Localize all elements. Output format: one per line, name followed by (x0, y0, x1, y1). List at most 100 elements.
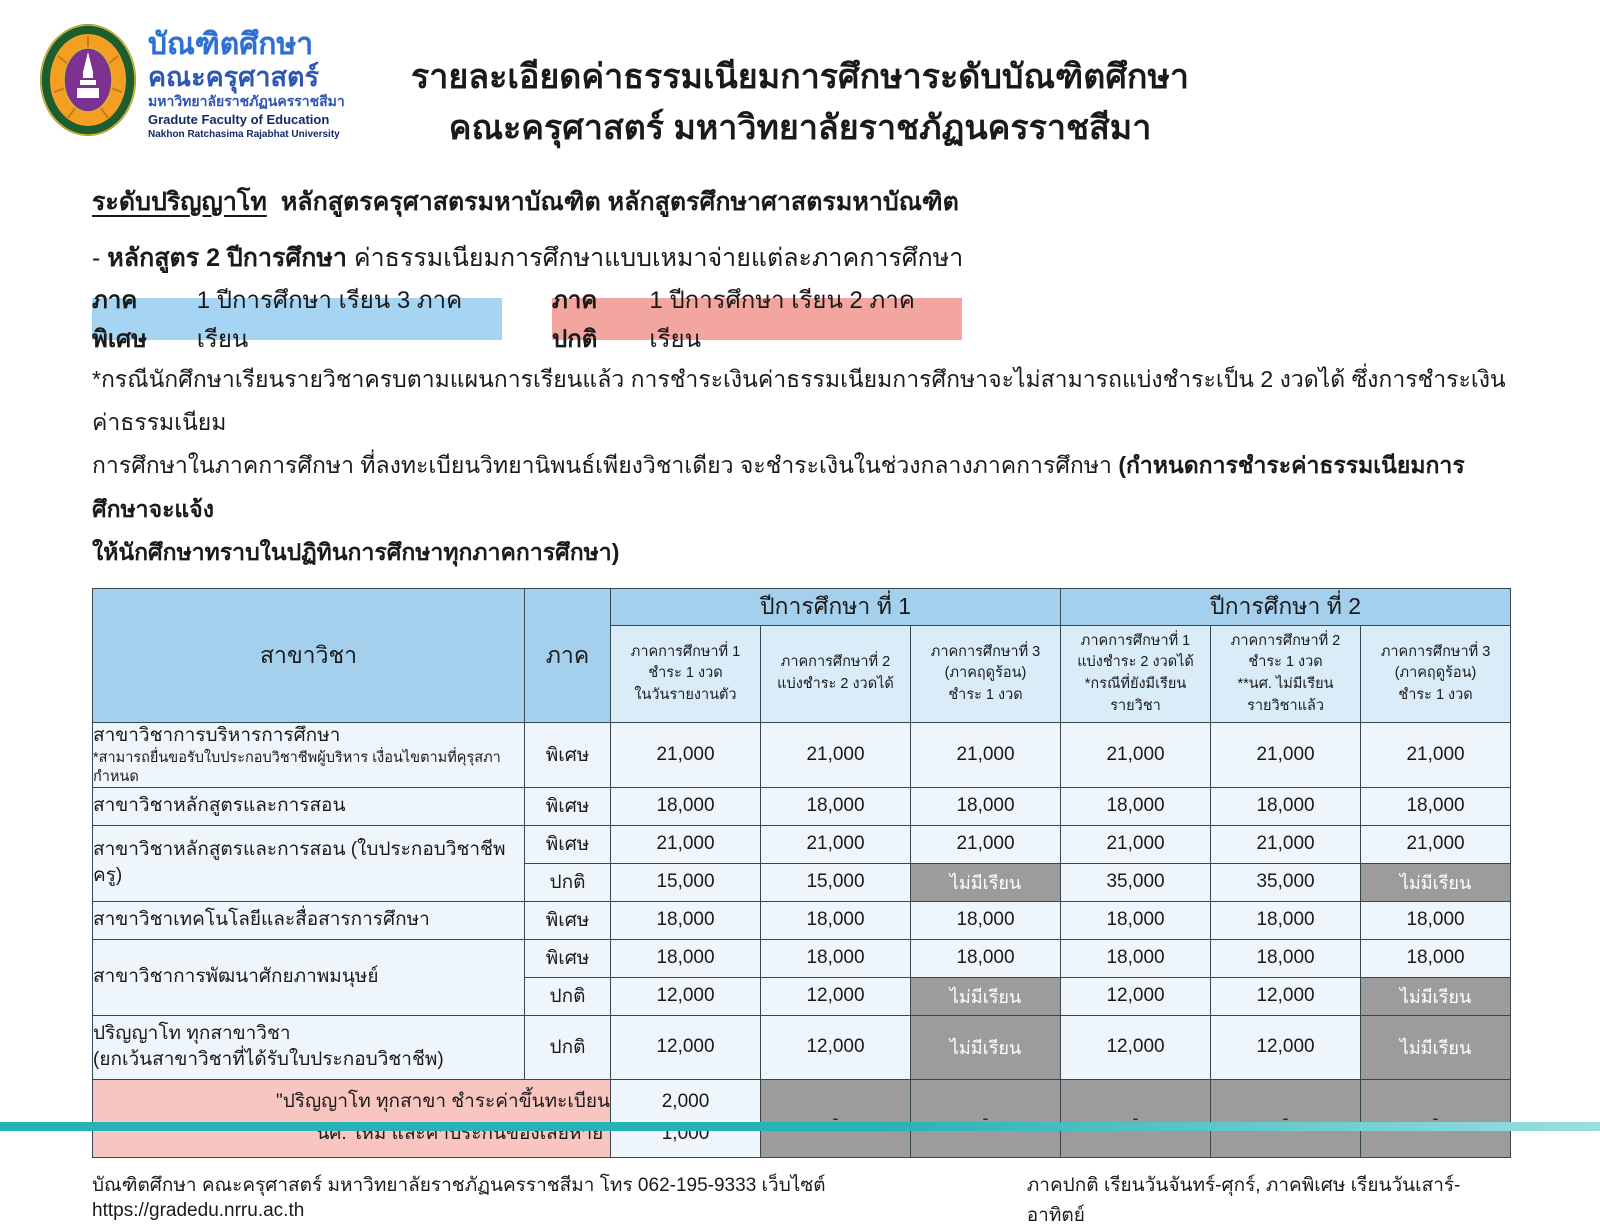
fee-cell: 12,000 (760, 976, 911, 1016)
major-name: ปริญญาโท ทุกสาขาวิชา (93, 1023, 291, 1045)
major-name: สาขาวิชาเทคโนโลยีและสื่อสารการศึกษา (93, 909, 430, 931)
fee-cell: 35,000 (1210, 862, 1362, 902)
fee-cell: 21,000 (760, 722, 911, 788)
fee-cell: 12,000 (1210, 1014, 1362, 1080)
course-description: ค่าธรรมเนียมการศึกษาแบบเหมาจ่ายแต่ละภาคก… (346, 244, 964, 272)
table-header-row-2: ภาคการศึกษาที่ 1 ชำระ 1 งวด ในวันรายงานตัว… (93, 625, 1512, 724)
fee-cell: 15,000 (610, 862, 761, 902)
fee-cell: 12,000 (1210, 976, 1362, 1016)
major-cell: สาขาวิชาการบริหารการศึกษา *สามารถยื่นขอร… (92, 722, 525, 788)
fee-cell: 18,000 (610, 786, 761, 826)
registration-fee-line1: 2,000 (661, 1090, 710, 1112)
table-row-human-potential-regular: ปกติ 12,000 12,000 ไม่มีเรียน 12,000 12,… (93, 976, 1512, 1016)
logo-university-en: Nakhon Ratchasima Rajabhat University (148, 129, 340, 141)
tuition-fee-table: สาขาวิชา ภาค ปีการศึกษา ที่ 1 ปีการศึกษา… (92, 588, 1512, 1158)
logo-university-th: มหาวิทยาลัยราชภัฏนครราชสีมา (148, 92, 345, 109)
regular-term-detail: 1 ปีการศึกษา เรียน 2 ภาคเรียน (649, 287, 915, 353)
col-header-major: สาขาวิชา (92, 588, 525, 724)
no-class-cell: ไม่มีเรียน (909, 862, 1062, 902)
major-cell: สาขาวิชาหลักสูตรและการสอน (ใบประกอบวิชาช… (92, 824, 525, 902)
dash-cell: - (1060, 1078, 1212, 1158)
table-row-masters-all: ปริญญาโท ทุกสาขาวิชา (ยกเว้นสาขาวิชาที่ไ… (92, 1014, 1512, 1080)
bottom-accent-bar (0, 1122, 1600, 1131)
col-subheader-y2-term1: ภาคการศึกษาที่ 1 แบ่งชำระ 2 งวดได้ *กรณีที… (1060, 625, 1212, 724)
term-cell: พิเศษ (524, 824, 611, 864)
fee-cell: 18,000 (909, 786, 1062, 826)
fee-cell: 18,000 (1210, 786, 1362, 826)
fee-cell: 18,000 (610, 938, 761, 978)
fee-cell: 18,000 (909, 938, 1062, 978)
page-content: ระดับปริญญาโท หลักสูตรครุศาสตรมหาบัณฑิต ห… (0, 182, 1600, 1230)
fee-cell: 12,000 (1060, 976, 1212, 1016)
logo-graduate-studies: บัณฑิตศึกษา (148, 28, 314, 61)
term-cell: พิเศษ (524, 938, 611, 978)
term-cell: พิเศษ (524, 722, 611, 788)
fee-cell: 18,000 (1360, 786, 1512, 826)
degree-programs-label: หลักสูตรครุศาสตรมหาบัณฑิต หลักสูตรศึกษาศ… (280, 188, 959, 216)
no-class-cell: ไม่มีเรียน (1360, 862, 1512, 902)
special-term-label: ภาคพิเศษ (92, 287, 148, 353)
fee-cell: 18,000 (1210, 900, 1362, 940)
special-term-badge: ภาคพิเศษ 1 ปีการศึกษา เรียน 3 ภาคเรียน (92, 287, 502, 353)
table-row-human-potential-special: สาขาวิชาการพัฒนาศักยภาพมนุษย์ พิเศษ 18,0… (92, 938, 1512, 1016)
page-header: บัณฑิตศึกษา คณะครุศาสตร์ มหาวิทยาลัยราชภ… (0, 0, 1600, 168)
col-subheader-y2-term2: ภาคการศึกษาที่ 2 ชำระ 1 งวด **นศ. ไม่มีเรี… (1210, 625, 1362, 724)
degree-level-line: ระดับปริญญาโท หลักสูตรครุศาสตรมหาบัณฑิต ห… (92, 182, 1510, 222)
fee-cell: 21,000 (909, 824, 1062, 864)
dash-cell: - (909, 1078, 1062, 1158)
registration-fee-cell: 2,000 1,000 (610, 1078, 761, 1158)
fee-cell: 21,000 (1060, 824, 1212, 864)
major-name: สาขาวิชาหลักสูตรและการสอน (93, 795, 346, 817)
term-cell: ปกติ (524, 1014, 611, 1080)
logo-faculty: คณะครุศาสตร์ (148, 61, 319, 92)
fee-cell: 21,000 (909, 722, 1062, 788)
fee-cell: 12,000 (610, 1014, 761, 1080)
regular-term-badge: ภาคปกติ 1 ปีการศึกษา เรียน 2 ภาคเรียน (552, 287, 962, 353)
degree-level-label: ระดับปริญญาโท (92, 188, 267, 216)
major-note: (ยกเว้นสาขาวิชาที่ได้รับใบประกอบวิชาชีพ) (93, 1049, 444, 1070)
fee-cell: 18,000 (760, 786, 911, 826)
page-title-line2: คณะครุศาสตร์ มหาวิทยาลัยราชภัฏนครราชสีมา (448, 109, 1152, 147)
payment-note: *กรณีนักศึกษาเรียนรายวิชาครบตามแผนการเรี… (92, 358, 1510, 574)
col-subheader-y1-term3: ภาคการศึกษาที่ 3 (ภาคฤดูร้อน) ชำระ 1 งวด (909, 625, 1062, 724)
fee-cell: 21,000 (610, 722, 761, 788)
faculty-logo: บัณฑิตศึกษา คณะครุศาสตร์ มหาวิทยาลัยราชภ… (38, 22, 345, 140)
dash-cell: - (1210, 1078, 1362, 1158)
fee-cell: 18,000 (1060, 900, 1212, 940)
fee-cell: 18,000 (610, 900, 761, 940)
fee-cell: 21,000 (610, 824, 761, 864)
major-cell: ปริญญาโท ทุกสาขาวิชา (ยกเว้นสาขาวิชาที่ไ… (92, 1014, 525, 1080)
fee-cell: 12,000 (1060, 1014, 1212, 1080)
major-name: สาขาวิชาการบริหารการศึกษา (93, 725, 341, 747)
registration-label-line1: "ปริญญาโท ทุกสาขา ชำระค่าขึ้นทะเบียน (275, 1090, 610, 1112)
dash-cell: - (1360, 1078, 1512, 1158)
fee-cell: 35,000 (1060, 862, 1212, 902)
col-subheader-y2-term3: ภาคการศึกษาที่ 3 (ภาคฤดูร้อน) ชำระ 1 งวด (1360, 625, 1512, 724)
page-title: รายละเอียดค่าธรรมเนียมการศึกษาระดับบัณฑิ… (0, 0, 1600, 154)
fee-cell: 21,000 (1360, 722, 1512, 788)
regular-term-label: ภาคปกติ (552, 287, 598, 353)
registration-label-cell: "ปริญญาโท ทุกสาขา ชำระค่าขึ้นทะเบียน นศ.… (92, 1078, 611, 1158)
col-header-year1: ปีการศึกษา ที่ 1 (609, 588, 1062, 627)
major-note: *สามารถยื่นขอรับใบประกอบวิชาชีพผู้บริหาร… (93, 749, 501, 785)
fee-cell: 21,000 (1360, 824, 1512, 864)
university-emblem-icon (40, 24, 136, 136)
no-class-cell: ไม่มีเรียน (1360, 976, 1512, 1016)
fee-cell: 18,000 (760, 938, 911, 978)
no-class-cell: ไม่มีเรียน (909, 1014, 1062, 1080)
logo-text: บัณฑิตศึกษา คณะครุศาสตร์ มหาวิทยาลัยราชภ… (148, 22, 345, 140)
term-badges: ภาคพิเศษ 1 ปีการศึกษา เรียน 3 ภาคเรียน ภ… (92, 287, 1510, 353)
fee-cell: 18,000 (1060, 786, 1212, 826)
fee-cell: 12,000 (610, 976, 761, 1016)
col-header-term: ภาค (524, 588, 611, 724)
col-subheader-y1-term2: ภาคการศึกษาที่ 2 แบ่งชำระ 2 งวดได้ (760, 625, 911, 724)
major-name: สาขาวิชาการพัฒนาศักยภาพมนุษย์ (93, 966, 379, 988)
term-cell: ปกติ (524, 862, 611, 902)
payment-note-line2: การศึกษาในภาคการศึกษา ที่ลงทะเบียนวิทยาน… (92, 452, 1119, 479)
payment-note-line1: *กรณีนักศึกษาเรียนรายวิชาครบตามแผนการเรี… (92, 366, 1506, 436)
fee-cell: 12,000 (760, 1014, 911, 1080)
fee-cell: 18,000 (1210, 938, 1362, 978)
no-class-cell: ไม่มีเรียน (909, 976, 1062, 1016)
major-name: สาขาวิชาหลักสูตรและการสอน (ใบประกอบวิชาช… (93, 839, 506, 886)
